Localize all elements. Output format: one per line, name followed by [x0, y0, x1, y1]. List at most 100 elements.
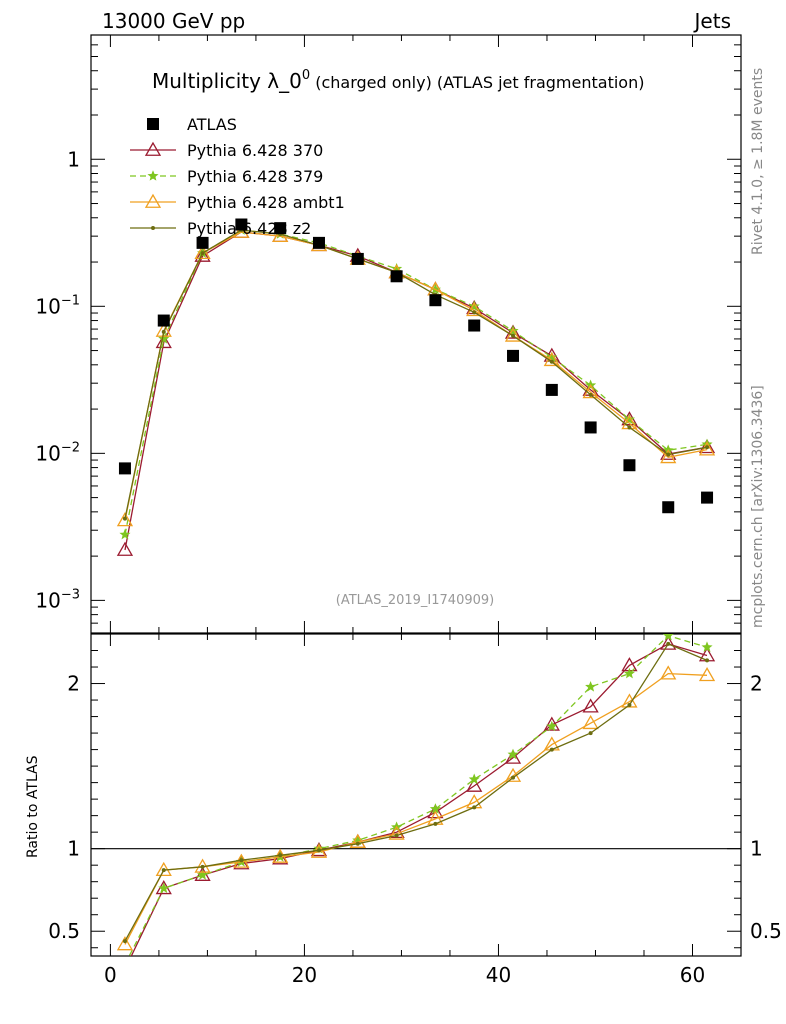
legend-label-atlas: ATLAS	[187, 115, 237, 134]
y-tick-label-ratio-right: 1	[750, 837, 763, 861]
point-pythia-6-428-ambt1	[194, 244, 211, 260]
ratio-point-pythia-6-428-370	[582, 698, 599, 713]
point-atlas	[196, 236, 209, 249]
y-tick-label-ratio: 0.5	[48, 919, 80, 943]
legend-label-pythia-6-428-z2: Pythia 6.428 z2	[187, 219, 311, 238]
ratio-line-pythia-6-428-370	[130, 643, 708, 956]
chart-title-sup: 0	[302, 68, 310, 83]
point-pythia-6-428-z2	[705, 445, 710, 450]
x-tick-label: 40	[486, 963, 511, 987]
ratio-point-pythia-6-428-z2	[549, 747, 554, 752]
point-pythia-6-428-379	[158, 333, 170, 344]
point-atlas	[312, 236, 325, 249]
point-pythia-6-428-ambt1	[116, 512, 134, 527]
point-pythia-6-428-370	[155, 333, 172, 349]
ratio-point-pythia-6-428-379	[662, 634, 674, 641]
ratio-point-pythia-6-428-379	[623, 667, 635, 679]
ratio-point-pythia-6-428-370	[427, 804, 444, 819]
point-atlas	[157, 314, 170, 327]
y-tick-label-main: 1	[67, 147, 80, 171]
ratio-point-pythia-6-428-z2	[278, 853, 283, 858]
ratio-series-layer	[116, 634, 716, 974]
point-pythia-6-428-z2	[627, 425, 632, 430]
legend-label-pythia-6-428-ambt1: Pythia 6.428 ambt1	[187, 193, 345, 212]
point-pythia-6-428-370	[698, 438, 716, 454]
ratio-point-pythia-6-428-370	[543, 716, 560, 731]
point-pythia-6-428-379	[119, 528, 131, 540]
ratio-point-pythia-6-428-379	[585, 680, 597, 692]
rivet-label: Rivet 4.1.0, ≥ 1.8M events	[750, 68, 766, 255]
point-atlas	[274, 222, 287, 235]
header-jets-label: Jets	[693, 9, 731, 33]
ratio-point-pythia-6-428-ambt1	[660, 665, 677, 680]
y-tick-label-main: 10−3	[35, 587, 80, 612]
ratio-point-pythia-6-428-z2	[161, 868, 166, 873]
chart-title-rest: (charged only) (ATLAS jet fragmentation)	[310, 73, 644, 92]
analysis-tag: (ATLAS_2019_I1740909)	[336, 593, 494, 608]
ratio-point-pythia-6-428-370	[466, 777, 483, 792]
ratio-line-pythia-6-428-z2	[124, 643, 708, 942]
point-atlas	[390, 270, 403, 283]
point-pythia-6-428-370	[116, 541, 134, 556]
y-tick-label-main: 10−1	[35, 293, 80, 318]
header-energy-label: 13000 GeV pp	[102, 9, 245, 33]
ratio-point-pythia-6-428-z2	[355, 841, 360, 846]
ratio-point-pythia-6-428-z2	[666, 641, 671, 646]
point-atlas	[701, 491, 714, 504]
chart-title-main: Multiplicity λ_0	[152, 69, 302, 93]
main-series-layer	[116, 218, 716, 556]
x-tick-label: 0	[104, 963, 117, 987]
point-pythia-6-428-z2	[122, 516, 127, 521]
ratio-point-pythia-6-428-ambt1	[582, 714, 599, 730]
ratio-point-pythia-6-428-ambt1	[388, 825, 405, 840]
point-pythia-6-428-370	[194, 247, 211, 262]
ratio-point-pythia-6-428-379	[197, 869, 209, 880]
main-plot-frame	[90, 34, 742, 634]
legend: ATLAS Pythia 6.428 370 Pythia 6.428 379 Pyt…	[130, 115, 345, 238]
ratio-point-pythia-6-428-379	[120, 959, 130, 968]
point-atlas	[468, 319, 481, 332]
point-pythia-6-428-z2	[549, 359, 554, 364]
ratio-point-pythia-6-428-z2	[200, 864, 205, 869]
point-pythia-6-428-z2	[200, 251, 205, 256]
point-pythia-6-428-z2	[511, 333, 516, 338]
ratio-point-pythia-6-428-z2	[511, 775, 516, 780]
series-line-pythia-6-428-379	[124, 229, 708, 535]
ratio-point-pythia-6-428-379	[468, 773, 480, 785]
x-tick-label: 20	[292, 963, 317, 987]
point-pythia-6-428-z2	[666, 452, 671, 457]
ratio-point-pythia-6-428-379	[507, 748, 519, 760]
legend-marker-pythia-6-428-ambt1	[144, 193, 162, 208]
y-tick-label-ratio-right: 2	[750, 672, 763, 696]
point-pythia-6-428-z2	[161, 329, 166, 334]
point-atlas	[429, 294, 442, 307]
point-atlas	[545, 383, 558, 396]
series-line-pythia-6-428-z2	[124, 229, 708, 519]
axes-layer: 0 20 40 60 10−3 10−2 10−1 1 0.5 0.5 1 1 2 2	[35, 34, 782, 987]
ratio-point-pythia-6-428-370	[118, 962, 132, 974]
point-pythia-6-428-370	[660, 445, 677, 460]
point-atlas	[584, 421, 597, 434]
ratio-point-pythia-6-428-ambt1	[698, 666, 716, 682]
ratio-point-pythia-6-428-z2	[588, 731, 593, 736]
y-tick-label-ratio: 1	[67, 837, 80, 861]
legend-label-pythia-6-428-370: Pythia 6.428 370	[187, 141, 323, 160]
ratio-point-pythia-6-428-z2	[394, 833, 399, 838]
ratio-point-pythia-6-428-370	[660, 635, 677, 650]
ratio-point-pythia-6-428-ambt1	[116, 936, 134, 951]
ratio-point-pythia-6-428-z2	[627, 703, 632, 708]
point-pythia-6-428-ambt1	[504, 327, 522, 342]
ratio-point-pythia-6-428-z2	[705, 658, 710, 663]
ratio-point-pythia-6-428-z2	[122, 939, 127, 944]
ratio-point-pythia-6-428-379	[546, 720, 558, 732]
legend-marker-pythia-6-428-z2	[151, 226, 155, 230]
y-tick-label-main: 10−2	[35, 440, 80, 465]
point-pythia-6-428-ambt1	[233, 223, 250, 238]
point-pythia-6-428-z2	[588, 392, 593, 397]
point-atlas	[351, 252, 364, 265]
point-atlas	[235, 218, 248, 231]
x-tick-label: 60	[680, 963, 705, 987]
ratio-line-pythia-6-428-379	[128, 634, 708, 956]
ratio-point-pythia-6-428-z2	[433, 821, 438, 826]
